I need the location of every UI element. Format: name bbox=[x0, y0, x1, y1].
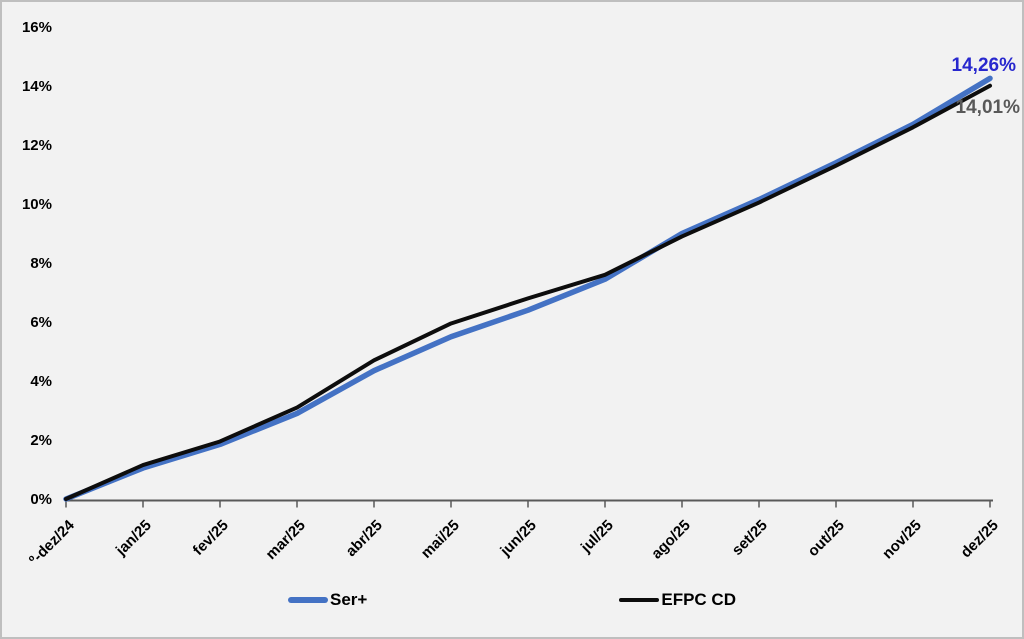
y-axis-tick-label: 4% bbox=[30, 373, 52, 390]
x-axis-tick-label: nov/25 bbox=[879, 517, 925, 563]
y-axis-tick-label: 10% bbox=[22, 196, 52, 213]
x-axis-tick-label: º-dez/24 bbox=[26, 516, 78, 568]
series-end-label-ser-: 14,26% bbox=[952, 55, 1017, 76]
x-axis-tick-label: mai/25 bbox=[418, 517, 463, 562]
chart-legend: Ser+ EFPC CD bbox=[2, 590, 1022, 610]
series-line-ser- bbox=[63, 75, 993, 502]
x-axis-tick-label: ago/25 bbox=[648, 517, 694, 563]
y-axis-tick-label: 16% bbox=[22, 19, 52, 36]
series-end-label-efpc-cd: 14,01% bbox=[956, 97, 1021, 118]
legend-item-ser-plus: Ser+ bbox=[288, 590, 367, 610]
legend-label-ser-plus: Ser+ bbox=[330, 590, 368, 609]
cumulative-return-line-chart: 0% 2% 4% 6% 8% 10% 12% 14% 16% º-dez/24 jan/25 fev/… bbox=[22, 19, 1021, 569]
y-axis-tick-label: 6% bbox=[30, 314, 52, 331]
x-axis-tick-label: set/25 bbox=[729, 517, 771, 559]
x-axis-tick-label: fev/25 bbox=[190, 517, 232, 559]
x-axis-tick-label: dez/25 bbox=[957, 517, 1001, 561]
x-axis-tick-label: abr/25 bbox=[343, 517, 386, 560]
y-axis-tick-label: 0% bbox=[30, 491, 52, 508]
x-axis-tick-label: out/25 bbox=[805, 517, 848, 560]
y-axis-tick-label: 2% bbox=[30, 432, 52, 449]
x-axis-tick-label: jan/25 bbox=[112, 517, 155, 560]
x-axis-tick-label: jun/25 bbox=[496, 517, 539, 560]
series-line-efpc-cd bbox=[64, 83, 992, 501]
legend-label-efpc-cd: EFPC CD bbox=[661, 590, 736, 609]
y-axis-tick-label: 12% bbox=[22, 137, 52, 154]
legend-item-efpc-cd: EFPC CD bbox=[619, 590, 736, 610]
legend-swatch-ser-plus bbox=[288, 597, 329, 603]
x-axis-tick-label: jul/25 bbox=[577, 517, 617, 557]
legend-swatch-efpc-cd bbox=[619, 598, 660, 602]
x-axis-tick-label: mar/25 bbox=[263, 517, 309, 563]
y-axis-tick-label: 14% bbox=[22, 78, 52, 95]
y-axis-tick-label: 8% bbox=[30, 255, 52, 272]
